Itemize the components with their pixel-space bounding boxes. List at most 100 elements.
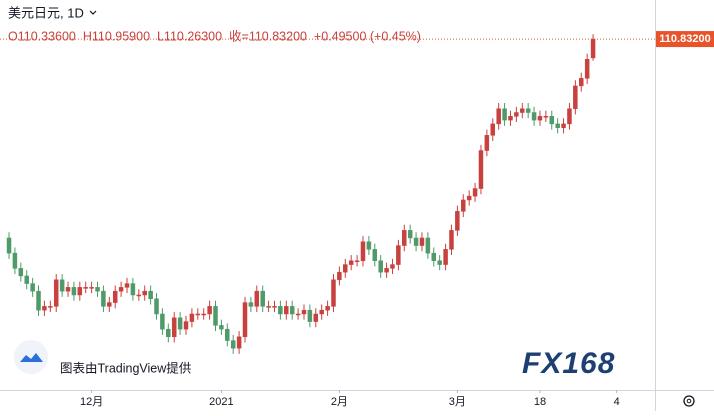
candle-body bbox=[508, 116, 513, 121]
candle-body bbox=[95, 287, 100, 292]
candle-body bbox=[531, 112, 537, 121]
candle-body bbox=[413, 237, 419, 246]
candle-body bbox=[325, 306, 330, 311]
candle-body bbox=[148, 290, 153, 300]
ohlc-legend: O110.33600 H110.95900 L110.26300 收=110.8… bbox=[8, 29, 421, 43]
candles bbox=[6, 34, 596, 354]
candle-body bbox=[18, 268, 24, 277]
candle-body bbox=[537, 116, 543, 121]
candle-body bbox=[472, 188, 478, 197]
x-tick-label: 2021 bbox=[209, 396, 233, 408]
candle-body bbox=[24, 275, 29, 284]
candle-body bbox=[236, 336, 242, 349]
tv-logo-mark bbox=[20, 353, 43, 362]
chart-title: 美元日元, 1D bbox=[8, 5, 84, 20]
candle-body bbox=[189, 313, 195, 322]
candle-body bbox=[207, 306, 212, 315]
candle-body bbox=[461, 199, 466, 212]
candle-body bbox=[53, 279, 59, 307]
candle-body bbox=[213, 306, 218, 326]
candle-body bbox=[390, 264, 395, 269]
candle-body bbox=[443, 249, 448, 265]
candle-body bbox=[478, 150, 484, 189]
candle-body bbox=[230, 340, 236, 349]
candle-body bbox=[166, 328, 171, 338]
candle-body bbox=[396, 245, 401, 265]
candle-body bbox=[567, 108, 572, 125]
candle-body bbox=[384, 268, 389, 273]
candle-body bbox=[65, 287, 71, 292]
candle-body bbox=[360, 241, 366, 262]
candle-body bbox=[254, 290, 260, 307]
candle-body bbox=[579, 78, 584, 87]
candle-body bbox=[331, 279, 336, 307]
candle-body bbox=[307, 309, 313, 322]
candle-body bbox=[378, 260, 383, 273]
candle-body bbox=[372, 249, 378, 262]
tv-logo bbox=[14, 340, 48, 374]
candle-body bbox=[242, 302, 248, 338]
x-tick-label: 2月 bbox=[331, 396, 348, 408]
candle-body bbox=[402, 230, 407, 246]
candle-body bbox=[36, 290, 41, 311]
x-tick-label: 3月 bbox=[449, 396, 466, 408]
candle-body bbox=[154, 298, 159, 315]
candle-body bbox=[6, 237, 12, 254]
last-price-label: 110.83200 bbox=[659, 33, 710, 45]
candle-body bbox=[77, 287, 83, 296]
candle-body bbox=[437, 260, 442, 265]
candle-body bbox=[354, 260, 360, 263]
title-dropdown[interactable] bbox=[89, 10, 97, 15]
candle-body bbox=[118, 287, 124, 292]
candle-body bbox=[407, 230, 413, 239]
candle-body bbox=[555, 123, 560, 128]
settings-icon[interactable] bbox=[683, 395, 695, 407]
candle-body bbox=[107, 302, 112, 307]
candle-body bbox=[183, 321, 189, 330]
x-tick-label: 18 bbox=[534, 396, 546, 408]
candle-body bbox=[449, 230, 454, 250]
candle-body bbox=[136, 294, 142, 297]
candle-body bbox=[425, 237, 431, 254]
candle-body bbox=[496, 108, 501, 125]
candle-body bbox=[130, 283, 136, 296]
candle-body bbox=[160, 313, 165, 330]
candle-body bbox=[455, 211, 460, 231]
candle-body bbox=[89, 287, 94, 289]
candle-body bbox=[48, 306, 53, 308]
candle-body bbox=[71, 287, 77, 296]
candle-body bbox=[42, 306, 47, 311]
candle-body bbox=[295, 313, 301, 316]
candle-body bbox=[419, 237, 425, 246]
candle-body bbox=[584, 59, 590, 79]
candle-body bbox=[12, 252, 18, 269]
candle-body bbox=[83, 287, 88, 289]
candle-body bbox=[124, 283, 130, 288]
candle-body bbox=[219, 325, 224, 330]
candle-body bbox=[225, 328, 230, 341]
x-tick-label: 12月 bbox=[80, 396, 103, 408]
candle-body bbox=[366, 241, 372, 250]
watermark: 图表由TradingView提供 bbox=[60, 360, 191, 375]
candle-body bbox=[590, 38, 596, 59]
candle-body bbox=[348, 260, 354, 265]
candle-body bbox=[543, 116, 549, 118]
candle-body bbox=[266, 306, 271, 308]
candle-body bbox=[313, 313, 319, 322]
candle-body bbox=[284, 306, 289, 315]
candle-body bbox=[502, 108, 507, 121]
candle-body bbox=[573, 85, 578, 109]
candle-body bbox=[30, 283, 35, 292]
candle-body bbox=[142, 290, 147, 296]
candle-body bbox=[549, 116, 555, 125]
candle-body bbox=[561, 123, 566, 128]
candle-body bbox=[289, 306, 295, 315]
candle-body bbox=[59, 279, 65, 292]
candle-body bbox=[520, 108, 525, 113]
candle-body bbox=[248, 302, 254, 307]
candle-body bbox=[431, 252, 437, 262]
candle-body bbox=[490, 123, 496, 136]
candle-body bbox=[466, 195, 472, 201]
